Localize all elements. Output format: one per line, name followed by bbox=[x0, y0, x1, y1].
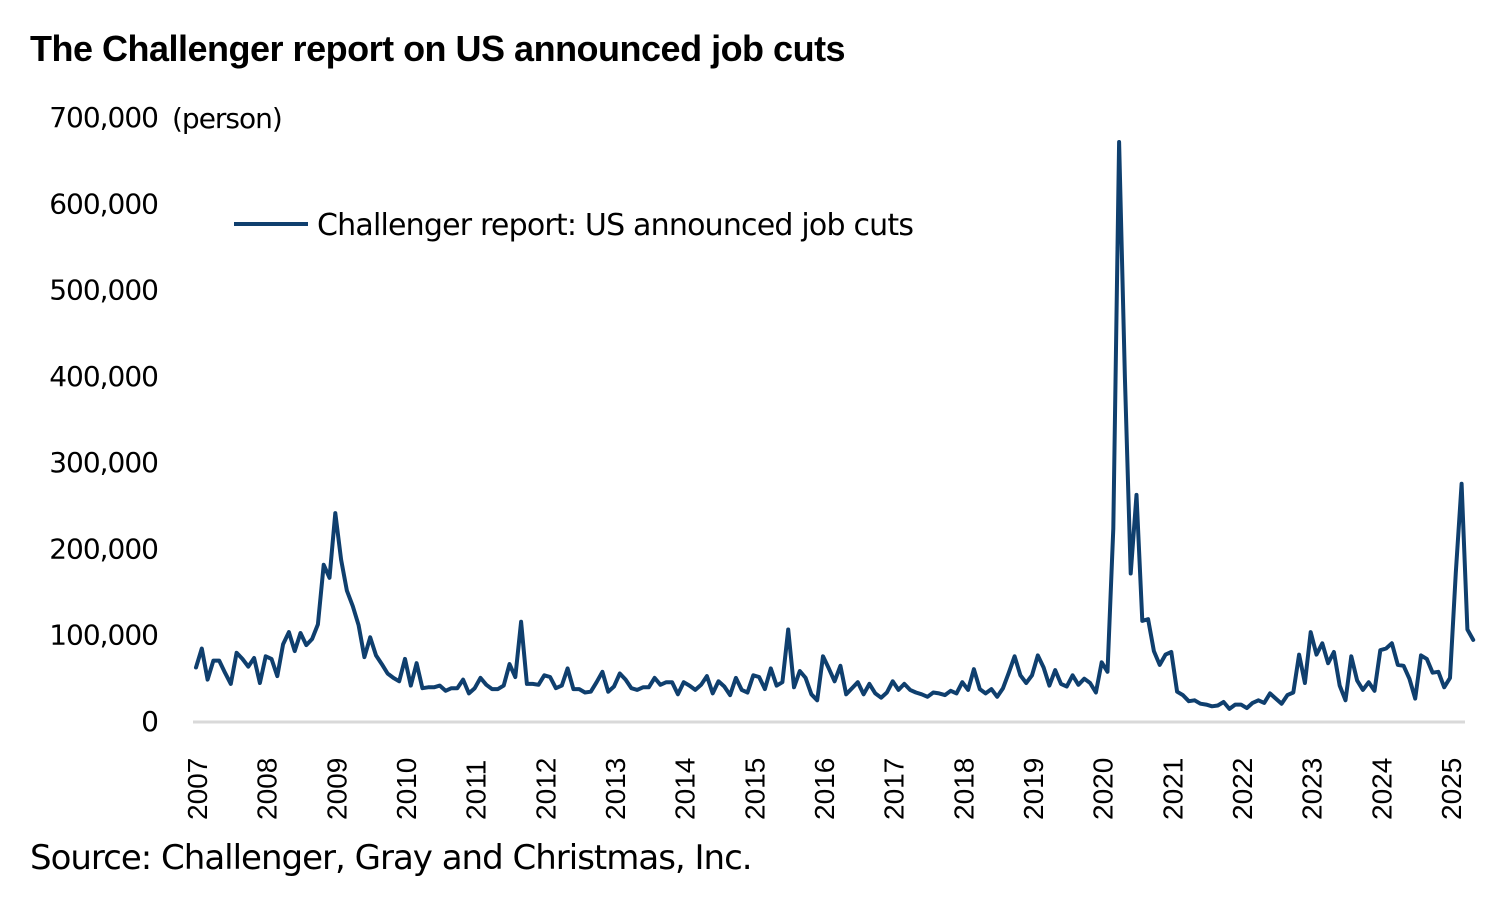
x-tick-label: 2024 bbox=[1366, 758, 1397, 820]
x-tick-label: 2015 bbox=[739, 758, 770, 820]
x-tick-label: 2008 bbox=[252, 758, 283, 820]
y-unit-label: (person) bbox=[172, 102, 282, 135]
x-tick-label: 2013 bbox=[600, 758, 631, 820]
x-tick-label: 2007 bbox=[182, 758, 213, 820]
y-tick-label: 300,000 bbox=[49, 446, 158, 479]
x-tick-label: 2018 bbox=[948, 758, 979, 820]
legend: Challenger report: US announced job cuts bbox=[234, 208, 914, 243]
x-tick-label: 2010 bbox=[391, 758, 422, 820]
chart-title: The Challenger report on US announced jo… bbox=[30, 28, 846, 69]
legend-label: Challenger report: US announced job cuts bbox=[317, 208, 913, 243]
x-tick-label: 2025 bbox=[1436, 758, 1467, 820]
y-tick-label: 0 bbox=[141, 705, 158, 738]
x-tick-label: 2012 bbox=[530, 758, 561, 820]
y-axis: 0 100,000 200,000 300,000 400,000 500,000 600,… bbox=[49, 101, 159, 738]
x-tick-label: 2017 bbox=[879, 758, 910, 820]
y-tick-label: 500,000 bbox=[49, 274, 158, 307]
series-line bbox=[194, 140, 1476, 711]
x-axis: 2007 2008 2009 2010 2011 2012 2013 2014 2015 2016… bbox=[182, 758, 1467, 820]
x-tick-label: 2023 bbox=[1297, 758, 1328, 820]
x-tick-label: 2014 bbox=[670, 758, 701, 820]
x-tick-label: 2016 bbox=[809, 758, 840, 820]
x-tick-label: 2021 bbox=[1157, 758, 1188, 820]
x-tick-label: 2020 bbox=[1088, 758, 1119, 820]
y-tick-label: 200,000 bbox=[49, 532, 158, 565]
x-tick-label: 2022 bbox=[1227, 758, 1258, 820]
source-note: Source: Challenger, Gray and Christmas, … bbox=[30, 838, 753, 878]
x-tick-label: 2011 bbox=[461, 760, 492, 820]
y-tick-label: 600,000 bbox=[49, 187, 158, 220]
y-tick-label: 100,000 bbox=[49, 619, 158, 652]
y-tick-label: 400,000 bbox=[49, 360, 158, 393]
x-tick-label: 2009 bbox=[321, 758, 352, 820]
x-tick-label: 2019 bbox=[1018, 758, 1049, 820]
y-tick-label: 700,000 bbox=[49, 101, 158, 134]
